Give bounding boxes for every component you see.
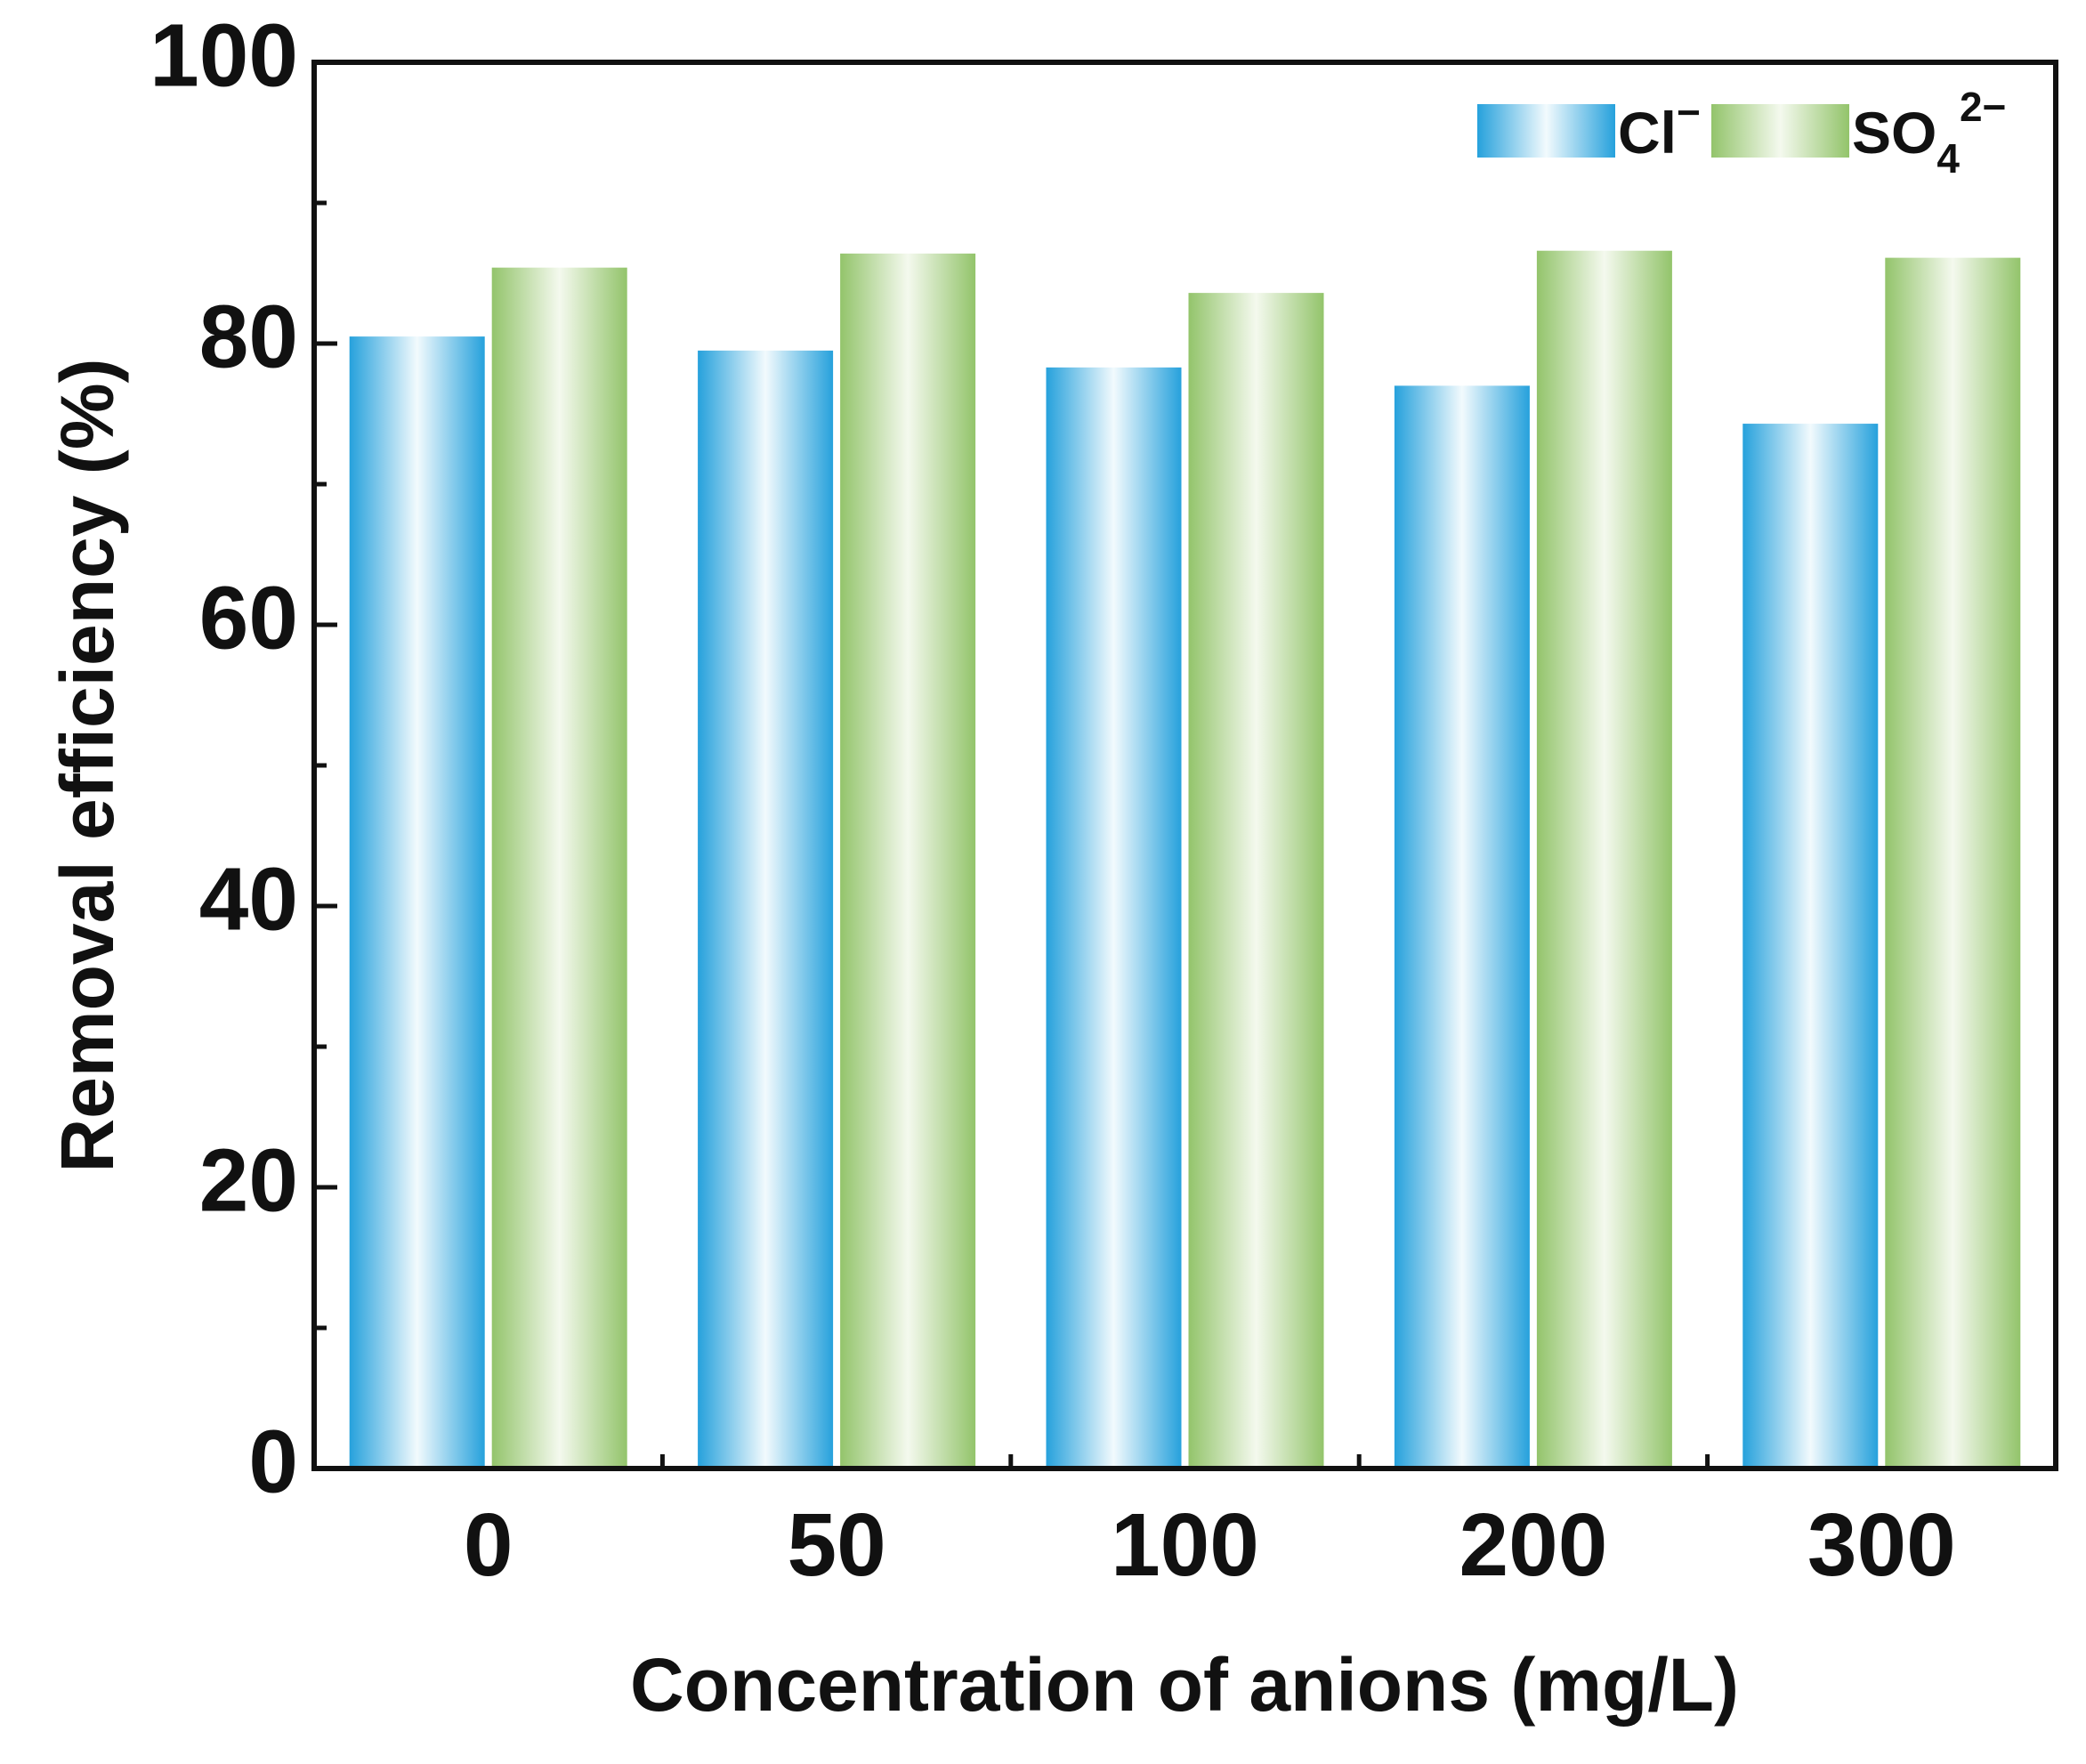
y-axis-title: Removal efficiency (%) <box>45 359 129 1173</box>
y-tick-label: 60 <box>199 568 298 668</box>
bars-layer <box>349 250 2021 1469</box>
x-tick-label: 200 <box>1459 1495 1607 1595</box>
y-tick-label: 100 <box>150 5 298 105</box>
y-tick-label: 80 <box>199 287 298 386</box>
bar-so4-50 <box>840 253 976 1469</box>
legend-label-so4: SO42− <box>1852 84 2006 182</box>
bar-so4-100 <box>1188 293 1324 1469</box>
x-tick-label: 100 <box>1111 1495 1259 1595</box>
legend-swatch-cl <box>1477 104 1615 158</box>
bar-so4-300 <box>1885 257 2021 1469</box>
x-axis-title: Concentration of anions (mg/L) <box>630 1643 1739 1727</box>
bar-so4-200 <box>1536 250 1672 1469</box>
y-tick-label: 0 <box>248 1412 298 1511</box>
legend-label-cl: Cl− <box>1618 89 1701 166</box>
plot-frame <box>311 60 2058 1471</box>
bar-so4-0 <box>491 267 627 1469</box>
legend-swatch-so4 <box>1711 104 1849 158</box>
bar-cl-300 <box>1742 424 1879 1469</box>
bar-cl-50 <box>698 350 834 1469</box>
bar-cl-100 <box>1046 367 1182 1469</box>
legend: Cl− SO42− <box>1477 84 2006 182</box>
bar-cl-200 <box>1394 385 1530 1469</box>
x-tick-label: 0 <box>464 1495 513 1595</box>
x-tick-label: 50 <box>787 1495 885 1595</box>
y-tick-label: 20 <box>199 1130 298 1230</box>
bar-cl-0 <box>349 336 485 1469</box>
y-tick-label: 40 <box>199 849 298 949</box>
x-tick-label: 300 <box>1807 1495 1956 1595</box>
ticks-layer: 0 50 100 200 300 0 20 40 60 80 100 <box>150 5 1956 1595</box>
